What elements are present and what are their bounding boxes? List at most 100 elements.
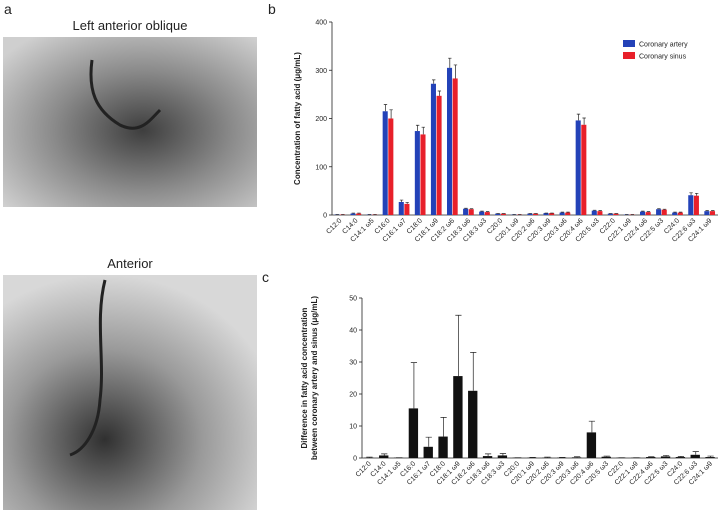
bar bbox=[446, 67, 453, 216]
bar bbox=[565, 212, 571, 215]
y-tick-label: 40 bbox=[349, 328, 357, 335]
bar bbox=[468, 209, 474, 215]
error-bar bbox=[689, 192, 693, 196]
bar bbox=[436, 95, 442, 215]
bar bbox=[350, 213, 356, 215]
bar bbox=[690, 454, 700, 458]
error-bar bbox=[421, 126, 425, 135]
error-bar bbox=[576, 113, 581, 121]
bar bbox=[597, 211, 603, 215]
bar bbox=[613, 213, 619, 215]
bar bbox=[438, 436, 448, 458]
bar bbox=[420, 134, 426, 215]
error-bar bbox=[677, 456, 685, 458]
bar bbox=[645, 212, 651, 215]
bar bbox=[379, 455, 389, 458]
bar bbox=[677, 212, 683, 215]
y-tick-label: 300 bbox=[315, 68, 327, 75]
bar bbox=[591, 210, 597, 215]
error-bar bbox=[383, 104, 388, 112]
panel-label: c bbox=[262, 269, 269, 285]
bar bbox=[423, 446, 433, 458]
bar bbox=[559, 212, 565, 215]
y-tick-label: 30 bbox=[349, 360, 357, 367]
y-axis-label: between coronary artery and sinus (μg/mL… bbox=[310, 296, 319, 460]
bar bbox=[408, 408, 419, 458]
error-bar bbox=[453, 64, 458, 79]
catheter bbox=[89, 59, 162, 130]
error-bar bbox=[410, 362, 418, 409]
panel-label: a bbox=[4, 1, 12, 17]
y-tick-label: 50 bbox=[349, 296, 357, 303]
error-bar bbox=[603, 455, 610, 457]
y-tick-label: 0 bbox=[353, 456, 357, 463]
catheter bbox=[69, 279, 107, 457]
bar bbox=[430, 83, 436, 215]
panel-label: b bbox=[268, 1, 276, 17]
bar bbox=[709, 211, 716, 215]
error-bar bbox=[455, 314, 462, 377]
bar bbox=[414, 131, 420, 215]
error-bar bbox=[582, 117, 586, 125]
bar bbox=[543, 213, 549, 215]
bar bbox=[453, 376, 463, 458]
bar bbox=[581, 124, 587, 215]
bar bbox=[452, 78, 458, 215]
xray-image bbox=[3, 37, 257, 207]
error-bar bbox=[544, 456, 551, 458]
error-bar bbox=[440, 417, 447, 437]
y-tick-label: 100 bbox=[315, 164, 327, 171]
image-title: Anterior bbox=[107, 256, 153, 271]
bar bbox=[575, 120, 581, 215]
bar bbox=[660, 456, 671, 458]
bar bbox=[672, 212, 678, 215]
bar bbox=[495, 213, 501, 215]
legend-label: Coronary artery bbox=[639, 42, 688, 49]
bar bbox=[463, 208, 469, 215]
legend-swatch bbox=[623, 52, 635, 59]
bar bbox=[607, 213, 613, 215]
bar bbox=[646, 457, 656, 458]
bar bbox=[388, 118, 394, 215]
error-bar bbox=[415, 124, 420, 132]
error-bar bbox=[366, 456, 373, 458]
bar bbox=[705, 457, 715, 458]
image-title: Left anterior oblique bbox=[73, 18, 188, 33]
x-tick-label: C12:0 bbox=[355, 460, 373, 478]
legend-label: Coronary sinus bbox=[639, 54, 687, 61]
error-bar bbox=[389, 109, 393, 119]
error-bar bbox=[381, 453, 388, 456]
y-tick-label: 10 bbox=[349, 424, 357, 431]
error-bar bbox=[448, 57, 452, 68]
bar bbox=[468, 390, 478, 458]
y-axis-label: Concentration of fatty acid (μg/mL) bbox=[293, 52, 302, 185]
error-bar bbox=[405, 202, 409, 204]
error-bar bbox=[707, 455, 714, 458]
bar bbox=[484, 212, 490, 215]
y-tick-label: 20 bbox=[349, 392, 357, 399]
bar bbox=[500, 213, 506, 215]
bar bbox=[527, 213, 533, 215]
y-tick-label: 0 bbox=[323, 213, 327, 220]
x-tick-label: C12:0 bbox=[325, 217, 343, 235]
bar bbox=[586, 432, 597, 458]
bar bbox=[482, 456, 493, 458]
error-bar bbox=[695, 192, 699, 196]
bar bbox=[404, 203, 410, 215]
error-bar bbox=[470, 352, 477, 391]
bar bbox=[675, 457, 686, 458]
bar bbox=[571, 457, 582, 458]
y-axis-label: Difference in fatty acid concentration bbox=[300, 307, 309, 448]
error-bar bbox=[588, 420, 596, 433]
error-bar bbox=[425, 436, 432, 447]
bar bbox=[497, 455, 508, 458]
bar bbox=[533, 213, 539, 215]
bar bbox=[479, 211, 485, 215]
error-bar bbox=[499, 453, 507, 456]
bar bbox=[356, 213, 362, 215]
legend-swatch bbox=[623, 40, 635, 47]
xray-image bbox=[3, 275, 257, 510]
bar bbox=[639, 211, 646, 215]
